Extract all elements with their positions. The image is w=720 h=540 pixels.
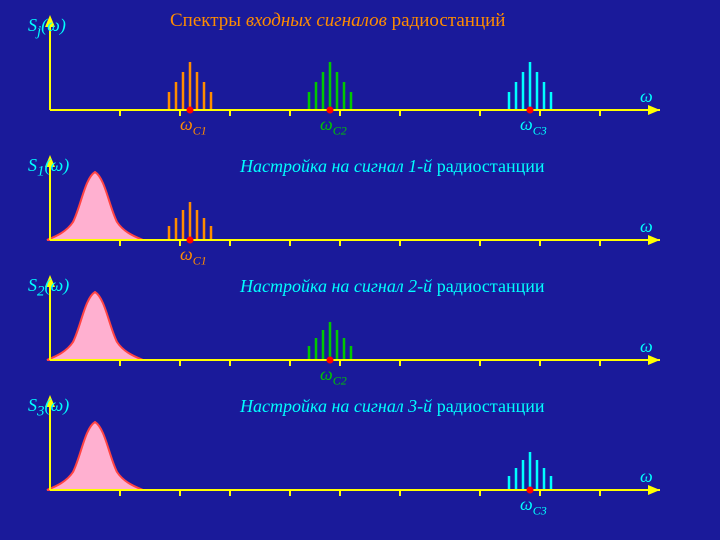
carrier-dot — [327, 357, 334, 364]
carrier-label: ωC1 — [180, 114, 207, 139]
x-axis-label: ω — [640, 466, 653, 487]
carrier-dot — [527, 107, 534, 114]
carrier-label: ωC1 — [180, 244, 207, 269]
spectrum-panel-0: Sj(ω)ωωC1ωC2ωC3Спектры входных сигналов … — [40, 10, 680, 140]
panel-subtitle: Настройка на сигнал 3-й радиостанции — [240, 396, 545, 417]
carrier-dot — [527, 487, 534, 494]
spectrum-panel-1: S1(ω)ωωC1Настройка на сигнал 1-й радиост… — [40, 150, 680, 270]
x-axis-label: ω — [640, 336, 653, 357]
filter-bell — [47, 172, 143, 240]
y-axis-label: S2(ω) — [28, 275, 69, 301]
carrier-label: ωC3 — [520, 114, 547, 139]
y-axis-label: S1(ω) — [28, 155, 69, 181]
spectrum-panel-3: S3(ω)ωωC3Настройка на сигнал 3-й радиост… — [40, 390, 680, 520]
filter-bell — [47, 292, 143, 360]
carrier-label: ωC3 — [520, 494, 547, 519]
carrier-dot — [187, 237, 194, 244]
x-axis-label: ω — [640, 86, 653, 107]
carrier-label: ωC2 — [320, 114, 347, 139]
panel-title: Спектры входных сигналов радиостанций — [170, 10, 505, 32]
y-axis-label: Sj(ω) — [28, 15, 66, 41]
x-axis-label: ω — [640, 216, 653, 237]
carrier-dot — [327, 107, 334, 114]
filter-bell — [47, 422, 143, 490]
carrier-label: ωC2 — [320, 364, 347, 389]
y-axis-label: S3(ω) — [28, 395, 69, 421]
panel-subtitle: Настройка на сигнал 1-й радиостанции — [240, 156, 545, 177]
spectrum-panel-2: S2(ω)ωωC2Настройка на сигнал 2-й радиост… — [40, 270, 680, 390]
panel-subtitle: Настройка на сигнал 2-й радиостанции — [240, 276, 545, 297]
carrier-dot — [187, 107, 194, 114]
